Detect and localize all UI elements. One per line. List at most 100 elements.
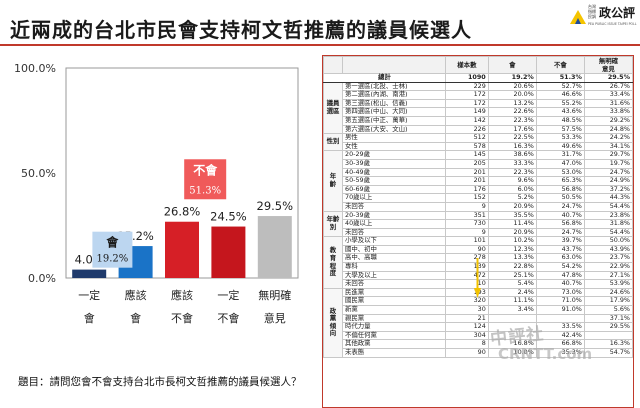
table-cell: 30 (445, 305, 489, 315)
table-row: 新黨 30 3.4% 91.0% 5.6% (324, 305, 633, 315)
table-row: 第五選區(中正、萬華) 142 22.3% 48.5% 29.2% (324, 115, 633, 126)
x-tick-label: 會 (84, 311, 95, 325)
survey-question: 題目：請問您會不會支持台北市長柯文哲推薦的議員候選人？ (18, 376, 302, 388)
logo: 台灣指標民調 政公評 PEA PUBLIC ISSUE TAIPEI POLL (568, 4, 638, 34)
annotation-value: 51.3% (189, 185, 221, 196)
table-cell: 35.3% (535, 348, 585, 358)
y-tick-label: 0.0% (28, 272, 56, 285)
table-cell: 65.3% (535, 176, 585, 186)
table-header-row: 樣本數會不會 無明確 意見 (323, 56, 633, 74)
table-cell (487, 313, 537, 324)
bar-chart: 0.0%50.0%100.0%4.0%一定會15.2%應該會26.8%應該不會2… (14, 62, 299, 325)
table-group-label: 性別 (323, 133, 343, 152)
table-cell: 512 (445, 133, 489, 143)
table-cell: 22.9% (583, 262, 633, 272)
table-row: 教育程度小學及以下 101 10.2% 39.7% 50.0% (323, 236, 633, 289)
annotation-label: 不會 (193, 162, 218, 177)
table-cell: 730 (445, 219, 489, 229)
bar-value-label: 26.8% (164, 205, 201, 219)
table-cell: 142 (445, 115, 489, 126)
table-cell: 40歲以上 (342, 219, 446, 229)
table-header-cell: 不會 (535, 56, 585, 74)
table-row: 未回答 9 20.9% 24.7% 54.4% (324, 201, 633, 212)
table-cell: 201 (445, 176, 489, 186)
table-cell: 19.2% (487, 73, 537, 83)
table-row: 國民黨 320 11.1% 71.0% 17.9% (324, 296, 633, 307)
table-cell: 31.8% (583, 219, 633, 229)
table-row: 50-59歲 201 9.6% 65.3% 24.9% (324, 176, 633, 186)
x-tick-label: 意見 (264, 311, 286, 325)
table-cell: 48.5% (535, 115, 585, 126)
table-cell: 5.6% (583, 305, 633, 315)
table-cell: 總計 (323, 73, 446, 83)
table-cell: 1090 (445, 73, 489, 83)
table-cell: 19.7% (583, 158, 633, 169)
logo-english: PEA PUBLIC ISSUE TAIPEI POLL (588, 22, 637, 26)
table-cell: 54.7% (583, 348, 633, 358)
table-cell: 專科 (342, 262, 446, 272)
table-cell (487, 322, 537, 332)
x-tick-label: 不會 (217, 311, 239, 325)
table-row: 性別 男性 512 22.5% 53.3% 24.2% (323, 133, 633, 152)
table-cell: 24.9% (583, 176, 633, 186)
table-cell: 90 (445, 348, 489, 358)
table-row: 70歲以上 152 5.2% 50.5% 44.3% (324, 193, 633, 203)
x-tick-label: 一定 (78, 288, 100, 302)
logo-mark-icon (570, 10, 586, 24)
table-cell: 20.0% (487, 90, 537, 100)
table-cell: 46.6% (535, 90, 585, 100)
x-tick-label: 不會 (171, 311, 193, 325)
annotation-box (92, 231, 133, 268)
page-title: 近兩成的台北市民會支持柯文哲推薦的議員候選人 (10, 18, 472, 42)
table-cell: 29.5% (583, 322, 633, 332)
table-cell: 24.2% (583, 133, 633, 143)
table-cell: 172 (445, 90, 489, 100)
table-cell: 未表態 (342, 348, 446, 358)
table-cell: 54.2% (535, 262, 585, 272)
annotation-value: 19.2% (97, 254, 129, 265)
x-tick-label: 一定 (217, 288, 239, 302)
table-cell: 22.3% (487, 115, 537, 126)
table-header-cell: 無明確 意見 (583, 56, 633, 74)
logo-name: 政公評 (599, 6, 636, 20)
table-group-label: 年齡 (323, 150, 343, 212)
table-cell: 9 (445, 201, 489, 212)
table-cell: 50-59歲 (342, 176, 446, 186)
table-cell: 29.5% (583, 73, 633, 83)
table-cell: 新黨 (342, 305, 446, 315)
table-header-cell: 會 (487, 56, 537, 74)
table-cell: 47.0% (535, 158, 585, 169)
table-cell: 10.0% (487, 348, 537, 358)
crosstab-table: 樣本數會不會 無明確 意見 總計 1090 19.2% 51.3% 29.5% 議員 選區 第一選區… (322, 55, 634, 408)
table-cell: 91.0% (535, 305, 585, 315)
annotation-label: 會 (106, 235, 119, 250)
table-cell: 22.8% (487, 262, 537, 272)
table-cell: 53.3% (535, 133, 585, 143)
table-cell: 22.5% (487, 133, 537, 143)
table-header-cell (342, 56, 446, 74)
table-cell: 3.4% (487, 305, 537, 315)
table-cell: 第五選區(中正、萬華) (342, 115, 446, 126)
y-tick-label: 100.0% (14, 62, 56, 75)
table-row: 第六選區(大安、文山) 226 17.6% 57.5% 24.8% (324, 124, 633, 135)
table-cell: 11.4% (487, 219, 537, 229)
table-cell: 30-39歲 (342, 158, 446, 169)
table-cell: 未回答 (342, 201, 446, 212)
down-arrow-icon (474, 258, 481, 298)
table-header-cell: 樣本數 (445, 56, 489, 74)
bar-value-label: 24.5% (210, 210, 247, 224)
annotation-box (184, 159, 227, 200)
table-cell: 33.3% (487, 158, 537, 169)
table-row: 40歲以上 730 11.4% 56.8% 31.8% (324, 219, 633, 229)
table-cell: 29.2% (583, 115, 633, 126)
x-tick-label: 會 (130, 311, 141, 325)
table-group-label: 年齡別 (323, 210, 343, 238)
logo-small-text: 台灣指標民調 (588, 4, 596, 19)
table-cell: 51.3% (535, 73, 585, 83)
bar-value-label: 29.5% (257, 199, 294, 213)
table-row: 政黨傾向民進黨 193 2.4% 73.0% 24.6% (323, 287, 633, 358)
table-group-label: 教育程度 (323, 236, 343, 289)
table-cell: 56.8% (535, 219, 585, 229)
table-group-label: 議員 選區 (323, 81, 343, 135)
bar (211, 226, 246, 278)
